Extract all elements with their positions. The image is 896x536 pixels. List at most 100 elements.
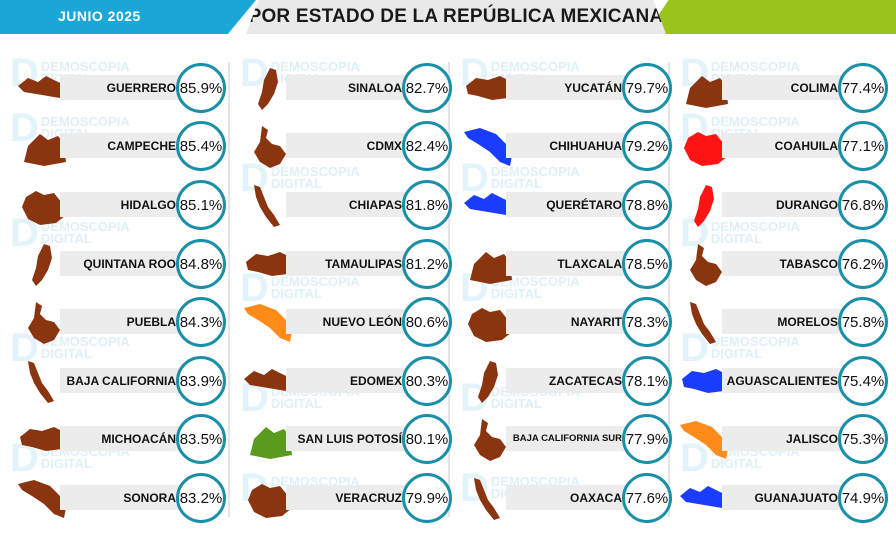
percentage-value: 75.4%: [841, 372, 885, 390]
state-label-bar: DURANGO: [722, 192, 842, 217]
state-name: PUEBLA: [126, 314, 176, 329]
percentage-badge: 77.1%: [838, 121, 888, 171]
state-name: COAHUILA: [774, 138, 838, 153]
percentage-badge: 79.9%: [402, 473, 452, 523]
state-label-bar: SONORA: [60, 485, 180, 510]
state-map-icon: [478, 361, 498, 403]
header-left-tab: [0, 0, 256, 34]
state-map-icon: [682, 369, 734, 393]
state-shape: [18, 76, 72, 98]
state-label-bar: OAXACA: [506, 485, 626, 510]
state-label-bar: MICHOACÁN: [60, 426, 180, 451]
state-map-icon: [246, 252, 298, 276]
percentage-value: 79.2%: [625, 137, 669, 155]
table-row: VERACRUZ 79.9%: [240, 470, 452, 526]
percentage-badge: 77.6%: [622, 473, 672, 523]
table-row: SAN LUIS POTOSÍ 80.1%: [240, 411, 452, 467]
percentage-value: 84.8%: [179, 255, 223, 273]
percentage-badge: 80.1%: [402, 414, 452, 464]
state-label-bar: COAHUILA: [722, 133, 842, 158]
state-name: SAN LUIS POTOSÍ: [297, 431, 402, 446]
state-map-icon: [32, 244, 52, 286]
percentage-value: 84.3%: [179, 313, 223, 331]
state-name: MICHOACÁN: [101, 431, 176, 446]
state-name: BAJA CALIFORNIA: [66, 373, 176, 388]
table-row: ZACATECAS 78.1%: [460, 353, 672, 409]
percentage-badge: 76.2%: [838, 239, 888, 289]
state-shape: [22, 191, 66, 225]
header-title-box: POR ESTADO DE LA REPÚBLICA MEXICANA: [246, 0, 666, 34]
percentage-badge: 84.3%: [176, 297, 226, 347]
percentage-badge: 80.6%: [402, 297, 452, 347]
state-map-icon: [680, 421, 728, 459]
table-row: OAXACA 77.6%: [460, 470, 672, 526]
column-divider: [448, 62, 450, 517]
state-map-icon: [474, 419, 506, 461]
state-shape: [474, 419, 506, 461]
percentage-badge: 77.9%: [622, 414, 672, 464]
state-shape: [18, 480, 66, 518]
state-name: BAJA CALIFORNIA SUR: [512, 433, 622, 444]
state-label-bar: QUERÉTARO: [506, 192, 626, 217]
column-divider: [668, 62, 670, 517]
state-name: NAYARIT: [570, 314, 622, 329]
state-name: COLIMA: [790, 80, 838, 95]
state-shape: [690, 302, 716, 344]
percentage-value: 83.9%: [179, 372, 223, 390]
state-label-bar: QUINTANA ROO: [60, 251, 180, 276]
state-label-bar: CDMX: [286, 133, 406, 158]
percentage-badge: 78.5%: [622, 239, 672, 289]
state-map-icon: [244, 369, 298, 391]
table-row: GUANAJUATO 74.9%: [676, 470, 888, 526]
state-name: SONORA: [123, 490, 176, 505]
state-shape: [680, 486, 734, 508]
table-row: HIDALGO 85.1%: [14, 177, 226, 233]
table-row: SONORA 83.2%: [14, 470, 226, 526]
state-label-bar: SINALOA: [286, 75, 406, 100]
table-row: SINALOA 82.7%: [240, 60, 452, 116]
state-name: OAXACA: [569, 490, 622, 505]
percentage-value: 85.1%: [179, 196, 223, 214]
state-label-bar: YUCATÁN: [506, 75, 626, 100]
table-row: CHIHUAHUA 79.2%: [460, 118, 672, 174]
table-row: CHIAPAS 81.8%: [240, 177, 452, 233]
percentage-badge: 83.5%: [176, 414, 226, 464]
percentage-value: 81.8%: [405, 196, 449, 214]
percentage-badge: 78.1%: [622, 356, 672, 406]
percentage-value: 77.4%: [841, 79, 885, 97]
state-shape: [250, 427, 292, 459]
state-name: MORELOS: [777, 314, 838, 329]
state-map-icon: [22, 191, 66, 225]
percentage-badge: 77.4%: [838, 63, 888, 113]
state-map-icon: [464, 128, 512, 166]
state-shape: [28, 302, 60, 344]
table-row: JALISCO 75.3%: [676, 411, 888, 467]
table-row: COLIMA 77.4%: [676, 60, 888, 116]
table-row: QUINTANA ROO 84.8%: [14, 236, 226, 292]
state-map-icon: [686, 76, 728, 108]
state-label-bar: MORELOS: [722, 309, 842, 334]
state-map-icon: [690, 244, 722, 286]
state-name: QUINTANA ROO: [83, 256, 176, 271]
state-label-bar: SAN LUIS POTOSÍ: [286, 426, 406, 451]
percentage-badge: 75.8%: [838, 297, 888, 347]
percentage-badge: 78.8%: [622, 180, 672, 230]
state-name: QUERÉTARO: [546, 197, 622, 212]
percentage-value: 83.5%: [179, 430, 223, 448]
state-name: SINALOA: [348, 80, 402, 95]
table-row: TLAXCALA 78.5%: [460, 236, 672, 292]
state-name: CAMPECHE: [107, 138, 176, 153]
state-shape: [686, 76, 728, 108]
percentage-value: 76.2%: [841, 255, 885, 273]
percentage-value: 75.3%: [841, 430, 885, 448]
percentage-value: 80.3%: [405, 372, 449, 390]
state-label-bar: CHIHUAHUA: [506, 133, 626, 158]
table-row: BAJA CALIFORNIA SUR 77.9%: [460, 411, 672, 467]
percentage-value: 81.2%: [405, 255, 449, 273]
percentage-badge: 76.8%: [838, 180, 888, 230]
state-map-icon: [464, 193, 518, 215]
state-map-icon: [20, 427, 72, 451]
percentage-value: 82.7%: [405, 79, 449, 97]
state-map-icon: [684, 132, 728, 166]
percentage-badge: 84.8%: [176, 239, 226, 289]
